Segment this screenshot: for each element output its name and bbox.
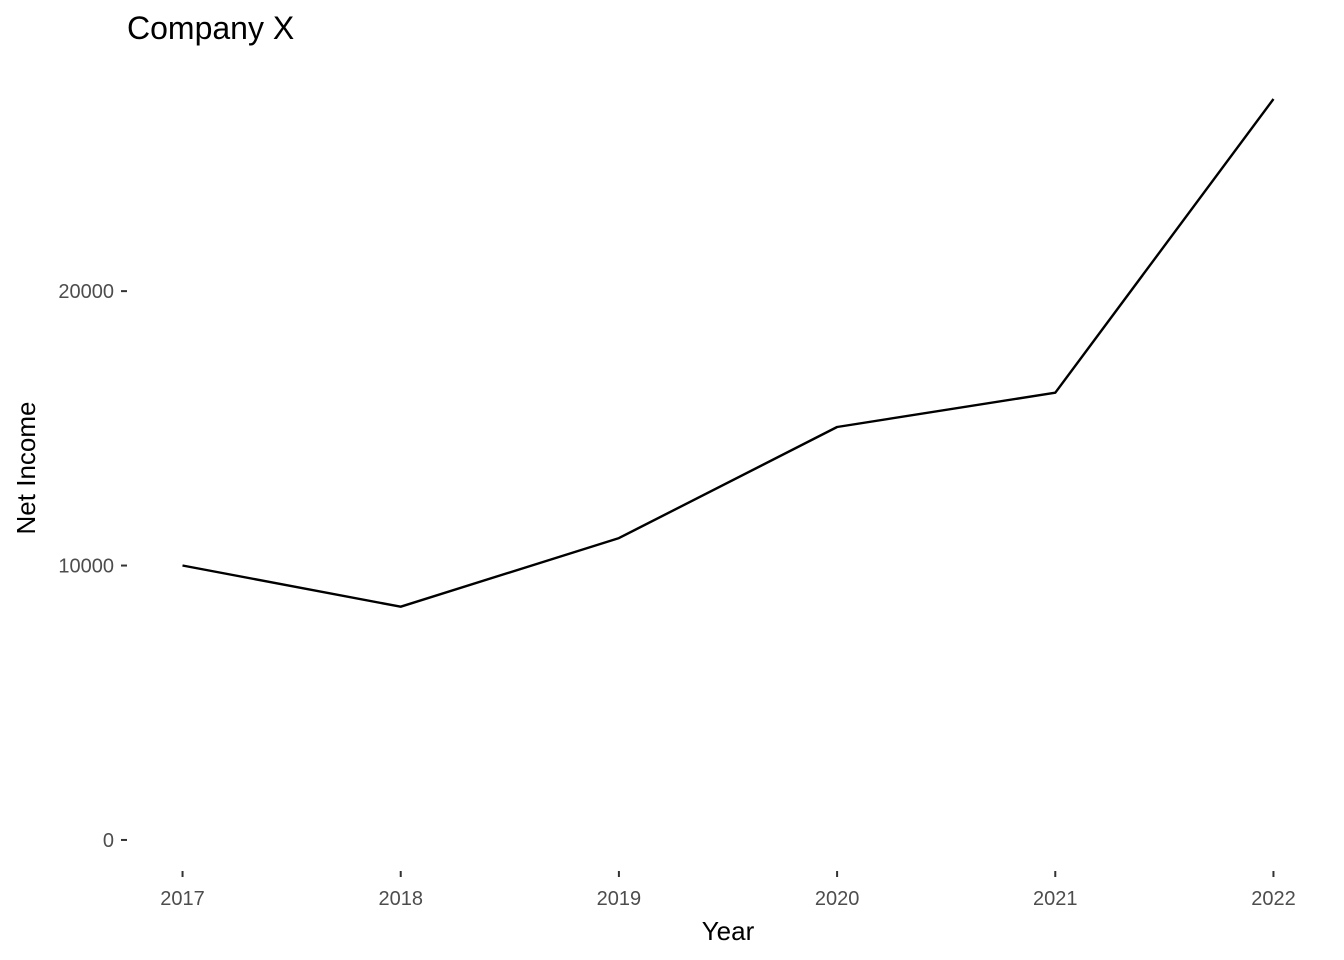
y-axis: 0 10000 20000	[58, 281, 127, 852]
y-axis-title: Net Income	[11, 402, 41, 535]
x-tick-label: 2020	[815, 888, 860, 910]
series-layer	[182, 98, 1275, 608]
x-tick-label: 2021	[1033, 888, 1078, 910]
chart-title: Company X	[127, 10, 294, 46]
x-axis: 2017 2018 2019 2020 2021 2022	[160, 871, 1296, 910]
x-axis-title: Year	[702, 916, 755, 946]
y-tick-label: 0	[103, 830, 114, 852]
x-tick-label: 2017	[160, 888, 205, 910]
plot-area: 0 10000 20000 2017 2018 2019 2020 2021 2022	[58, 98, 1296, 910]
series-line	[182, 98, 1275, 608]
y-tick-label: 20000	[58, 281, 114, 303]
x-tick-label: 2022	[1251, 888, 1296, 910]
x-tick-label: 2018	[378, 888, 423, 910]
y-tick-label: 10000	[58, 556, 114, 578]
x-tick-label: 2019	[597, 888, 642, 910]
